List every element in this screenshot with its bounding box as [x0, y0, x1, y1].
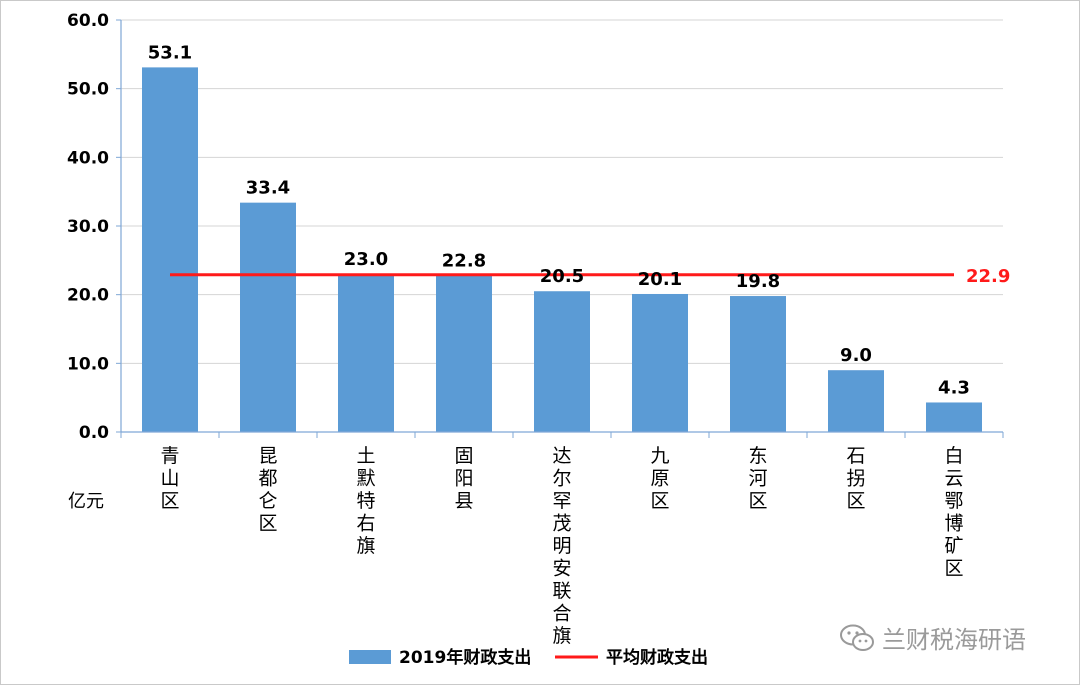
- bar: [338, 274, 394, 432]
- data-label: 33.4: [246, 178, 290, 199]
- data-label: 4.3: [938, 377, 970, 398]
- x-tick-label: 昆都仑区: [258, 445, 277, 535]
- data-label: 19.8: [736, 271, 780, 292]
- data-label: 22.8: [442, 250, 486, 271]
- y-tick-label: 60.0: [67, 11, 109, 31]
- x-tick-label: 土默特右旗: [356, 445, 375, 557]
- y-tick-label: 30.0: [67, 217, 109, 237]
- data-label: 23.0: [344, 249, 388, 270]
- average-value-label: 22.9: [966, 266, 1010, 287]
- data-label: 9.0: [840, 345, 872, 366]
- x-tick-label: 青山区: [160, 445, 179, 512]
- y-tick-label: 20.0: [67, 286, 109, 306]
- data-label: 53.1: [148, 42, 192, 63]
- x-tick-label: 达尔罕茂明安联合旗: [552, 445, 571, 647]
- bar: [926, 402, 982, 432]
- bar: [142, 67, 198, 432]
- x-tick-label: 九原区: [650, 445, 669, 512]
- y-axis-label: 亿元: [68, 491, 104, 512]
- y-tick-label: 0.0: [79, 423, 109, 443]
- x-tick-label: 固阳县: [454, 445, 473, 512]
- data-label: 20.5: [540, 266, 584, 287]
- wechat-icon: [840, 624, 874, 651]
- bar: [828, 370, 884, 432]
- watermark-text: 兰财税海研语: [882, 626, 1026, 654]
- x-tick-label: 白云鄂博矿区: [944, 445, 963, 580]
- bar: [730, 296, 786, 432]
- watermark: 兰财税海研语: [838, 620, 1026, 655]
- legend-label-bar: 2019年财政支出: [399, 647, 531, 668]
- bar: [534, 291, 590, 432]
- bar: [632, 293, 688, 432]
- x-tick-label: 东河区: [748, 445, 767, 512]
- bar: [240, 202, 296, 432]
- y-tick-label: 10.0: [67, 354, 109, 374]
- bar: [436, 275, 492, 432]
- data-label: 20.1: [638, 269, 682, 290]
- y-tick-label: 40.0: [67, 148, 109, 168]
- y-tick-label: 50.0: [67, 80, 109, 100]
- legend-label-line: 平均财政支出: [606, 647, 708, 668]
- legend-swatch-bar: [349, 650, 391, 664]
- x-tick-label: 石拐区: [846, 445, 865, 512]
